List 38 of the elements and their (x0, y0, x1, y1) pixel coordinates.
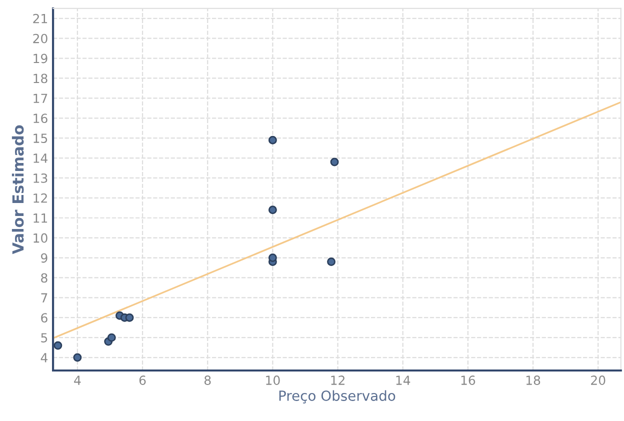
y-tick-label: 16 (34, 114, 48, 124)
x-tick-label: 12 (331, 376, 344, 385)
y-tick-label: 17 (34, 94, 48, 103)
x-tick-label: 18 (526, 376, 540, 386)
point (268, 136, 277, 144)
y-tick-label: 12 (34, 193, 47, 203)
x-tick-label: 20 (591, 376, 606, 386)
y-tick-label: 4 (40, 353, 48, 362)
point (54, 341, 62, 350)
y-tick-label: 21 (33, 14, 48, 24)
y-tick-label: 10 (34, 233, 48, 243)
y-tick-label: 9 (41, 253, 48, 263)
y-tick-label: 14 (34, 154, 48, 163)
y-tick-label: 11 (34, 214, 48, 223)
point (268, 254, 277, 262)
y-tick-label: 5 (41, 333, 48, 342)
point (330, 158, 339, 166)
y-tick-label: 18 (34, 74, 48, 84)
y-tick-label: 19 (34, 54, 48, 64)
x-tick-label: 8 (204, 376, 211, 386)
point (73, 353, 82, 362)
point (125, 313, 134, 322)
point (268, 206, 277, 214)
x-tick-label: 6 (139, 376, 146, 386)
y-tick-label: 7 (41, 293, 48, 302)
y-axis-title: Valor Estimado (12, 125, 24, 254)
point (107, 333, 116, 342)
x-tick-label: 4 (74, 376, 81, 385)
point (327, 258, 336, 266)
y-tick-label: 8 (41, 273, 48, 283)
x-tick-label: 10 (266, 376, 280, 386)
x-tick-label: 14 (396, 376, 410, 385)
y-tick-label: 6 (41, 313, 48, 323)
x-tick-label: 16 (461, 376, 476, 386)
y-tick-label: 15 (34, 134, 48, 144)
y-tick-label: 13 (34, 173, 48, 183)
y-tick-label: 20 (33, 34, 48, 44)
x-axis-title: Preço Observado (279, 390, 396, 404)
